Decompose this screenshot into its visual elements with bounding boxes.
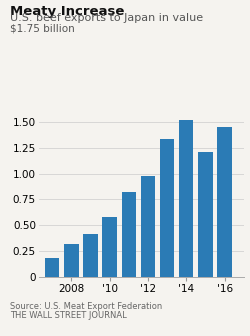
Bar xyxy=(64,244,78,277)
Bar xyxy=(102,217,117,277)
Bar xyxy=(45,257,59,277)
Text: Source: U.S. Meat Export Federation: Source: U.S. Meat Export Federation xyxy=(10,302,162,311)
Text: Meaty Increase: Meaty Increase xyxy=(10,5,124,18)
Bar xyxy=(198,152,212,277)
Bar xyxy=(122,192,136,277)
Bar xyxy=(141,176,155,277)
Text: $1.75 billion: $1.75 billion xyxy=(10,24,75,34)
Text: THE WALL STREET JOURNAL: THE WALL STREET JOURNAL xyxy=(10,311,127,320)
Bar xyxy=(160,139,174,277)
Bar xyxy=(218,127,232,277)
Text: U.S. beef exports to Japan in value: U.S. beef exports to Japan in value xyxy=(10,13,203,24)
Bar xyxy=(179,120,194,277)
Bar xyxy=(83,234,98,277)
